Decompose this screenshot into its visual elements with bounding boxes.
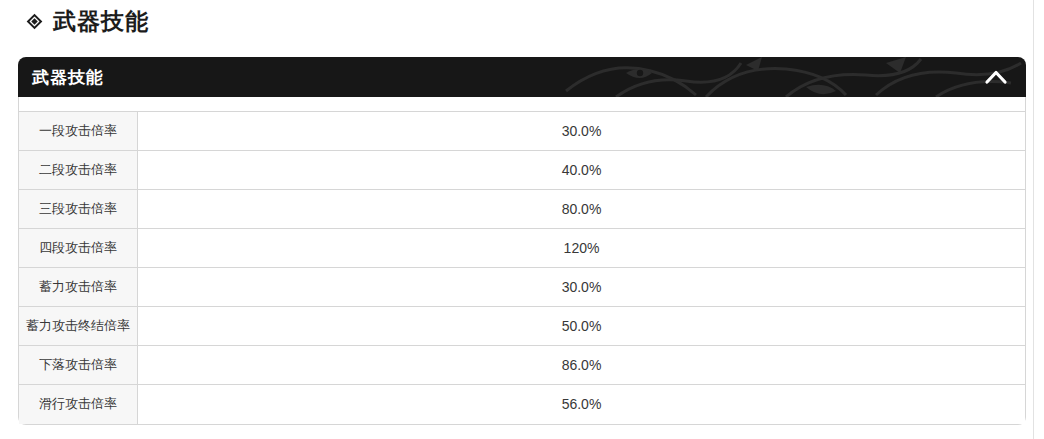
- table-row: 三段攻击倍率 80.0%: [19, 190, 1025, 229]
- row-label: 四段攻击倍率: [19, 229, 138, 268]
- row-label: 一段攻击倍率: [19, 112, 138, 151]
- row-label: 二段攻击倍率: [19, 151, 138, 190]
- table-row: 下落攻击倍率 86.0%: [19, 346, 1025, 385]
- chevron-up-icon[interactable]: [984, 69, 1008, 85]
- weapon-skill-panel: 武器技能 一段攻击倍率 30.0% 二段攻击倍率 40.0% 三段攻击: [18, 57, 1026, 425]
- panel-title: 武器技能: [32, 66, 104, 89]
- row-label: 滑行攻击倍率: [19, 385, 138, 424]
- row-value: 50.0%: [138, 307, 1026, 346]
- panel-body: 一段攻击倍率 30.0% 二段攻击倍率 40.0% 三段攻击倍率 80.0% 四…: [18, 97, 1026, 425]
- row-label: 蓄力攻击倍率: [19, 268, 138, 307]
- table-row: 蓄力攻击倍率 30.0%: [19, 268, 1025, 307]
- row-value: 40.0%: [138, 151, 1026, 190]
- table-row: 一段攻击倍率 30.0%: [19, 112, 1025, 151]
- row-value: 86.0%: [138, 346, 1026, 385]
- row-value: 80.0%: [138, 190, 1026, 229]
- row-value: 30.0%: [138, 112, 1026, 151]
- row-label: 三段攻击倍率: [19, 190, 138, 229]
- table-row: 四段攻击倍率 120%: [19, 229, 1025, 268]
- panel-header[interactable]: 武器技能: [18, 57, 1026, 97]
- page-title: 武器技能: [53, 10, 149, 33]
- content-container-right-border: [1033, 0, 1034, 439]
- row-value: 120%: [138, 229, 1026, 268]
- row-value: 56.0%: [138, 385, 1026, 424]
- table-row: 蓄力攻击终结倍率 50.0%: [19, 307, 1025, 346]
- page: 武器技能 武器: [0, 0, 1044, 439]
- row-label: 蓄力攻击终结倍率: [19, 307, 138, 346]
- row-label: 下落攻击倍率: [19, 346, 138, 385]
- section-heading: 武器技能: [25, 10, 149, 33]
- skill-multiplier-table: 一段攻击倍率 30.0% 二段攻击倍率 40.0% 三段攻击倍率 80.0% 四…: [19, 111, 1025, 424]
- table-row: 滑行攻击倍率 56.0%: [19, 385, 1025, 424]
- row-value: 30.0%: [138, 268, 1026, 307]
- table-row: 二段攻击倍率 40.0%: [19, 151, 1025, 190]
- diamond-icon: [25, 12, 44, 31]
- beast-artwork-decoration: [556, 57, 1026, 97]
